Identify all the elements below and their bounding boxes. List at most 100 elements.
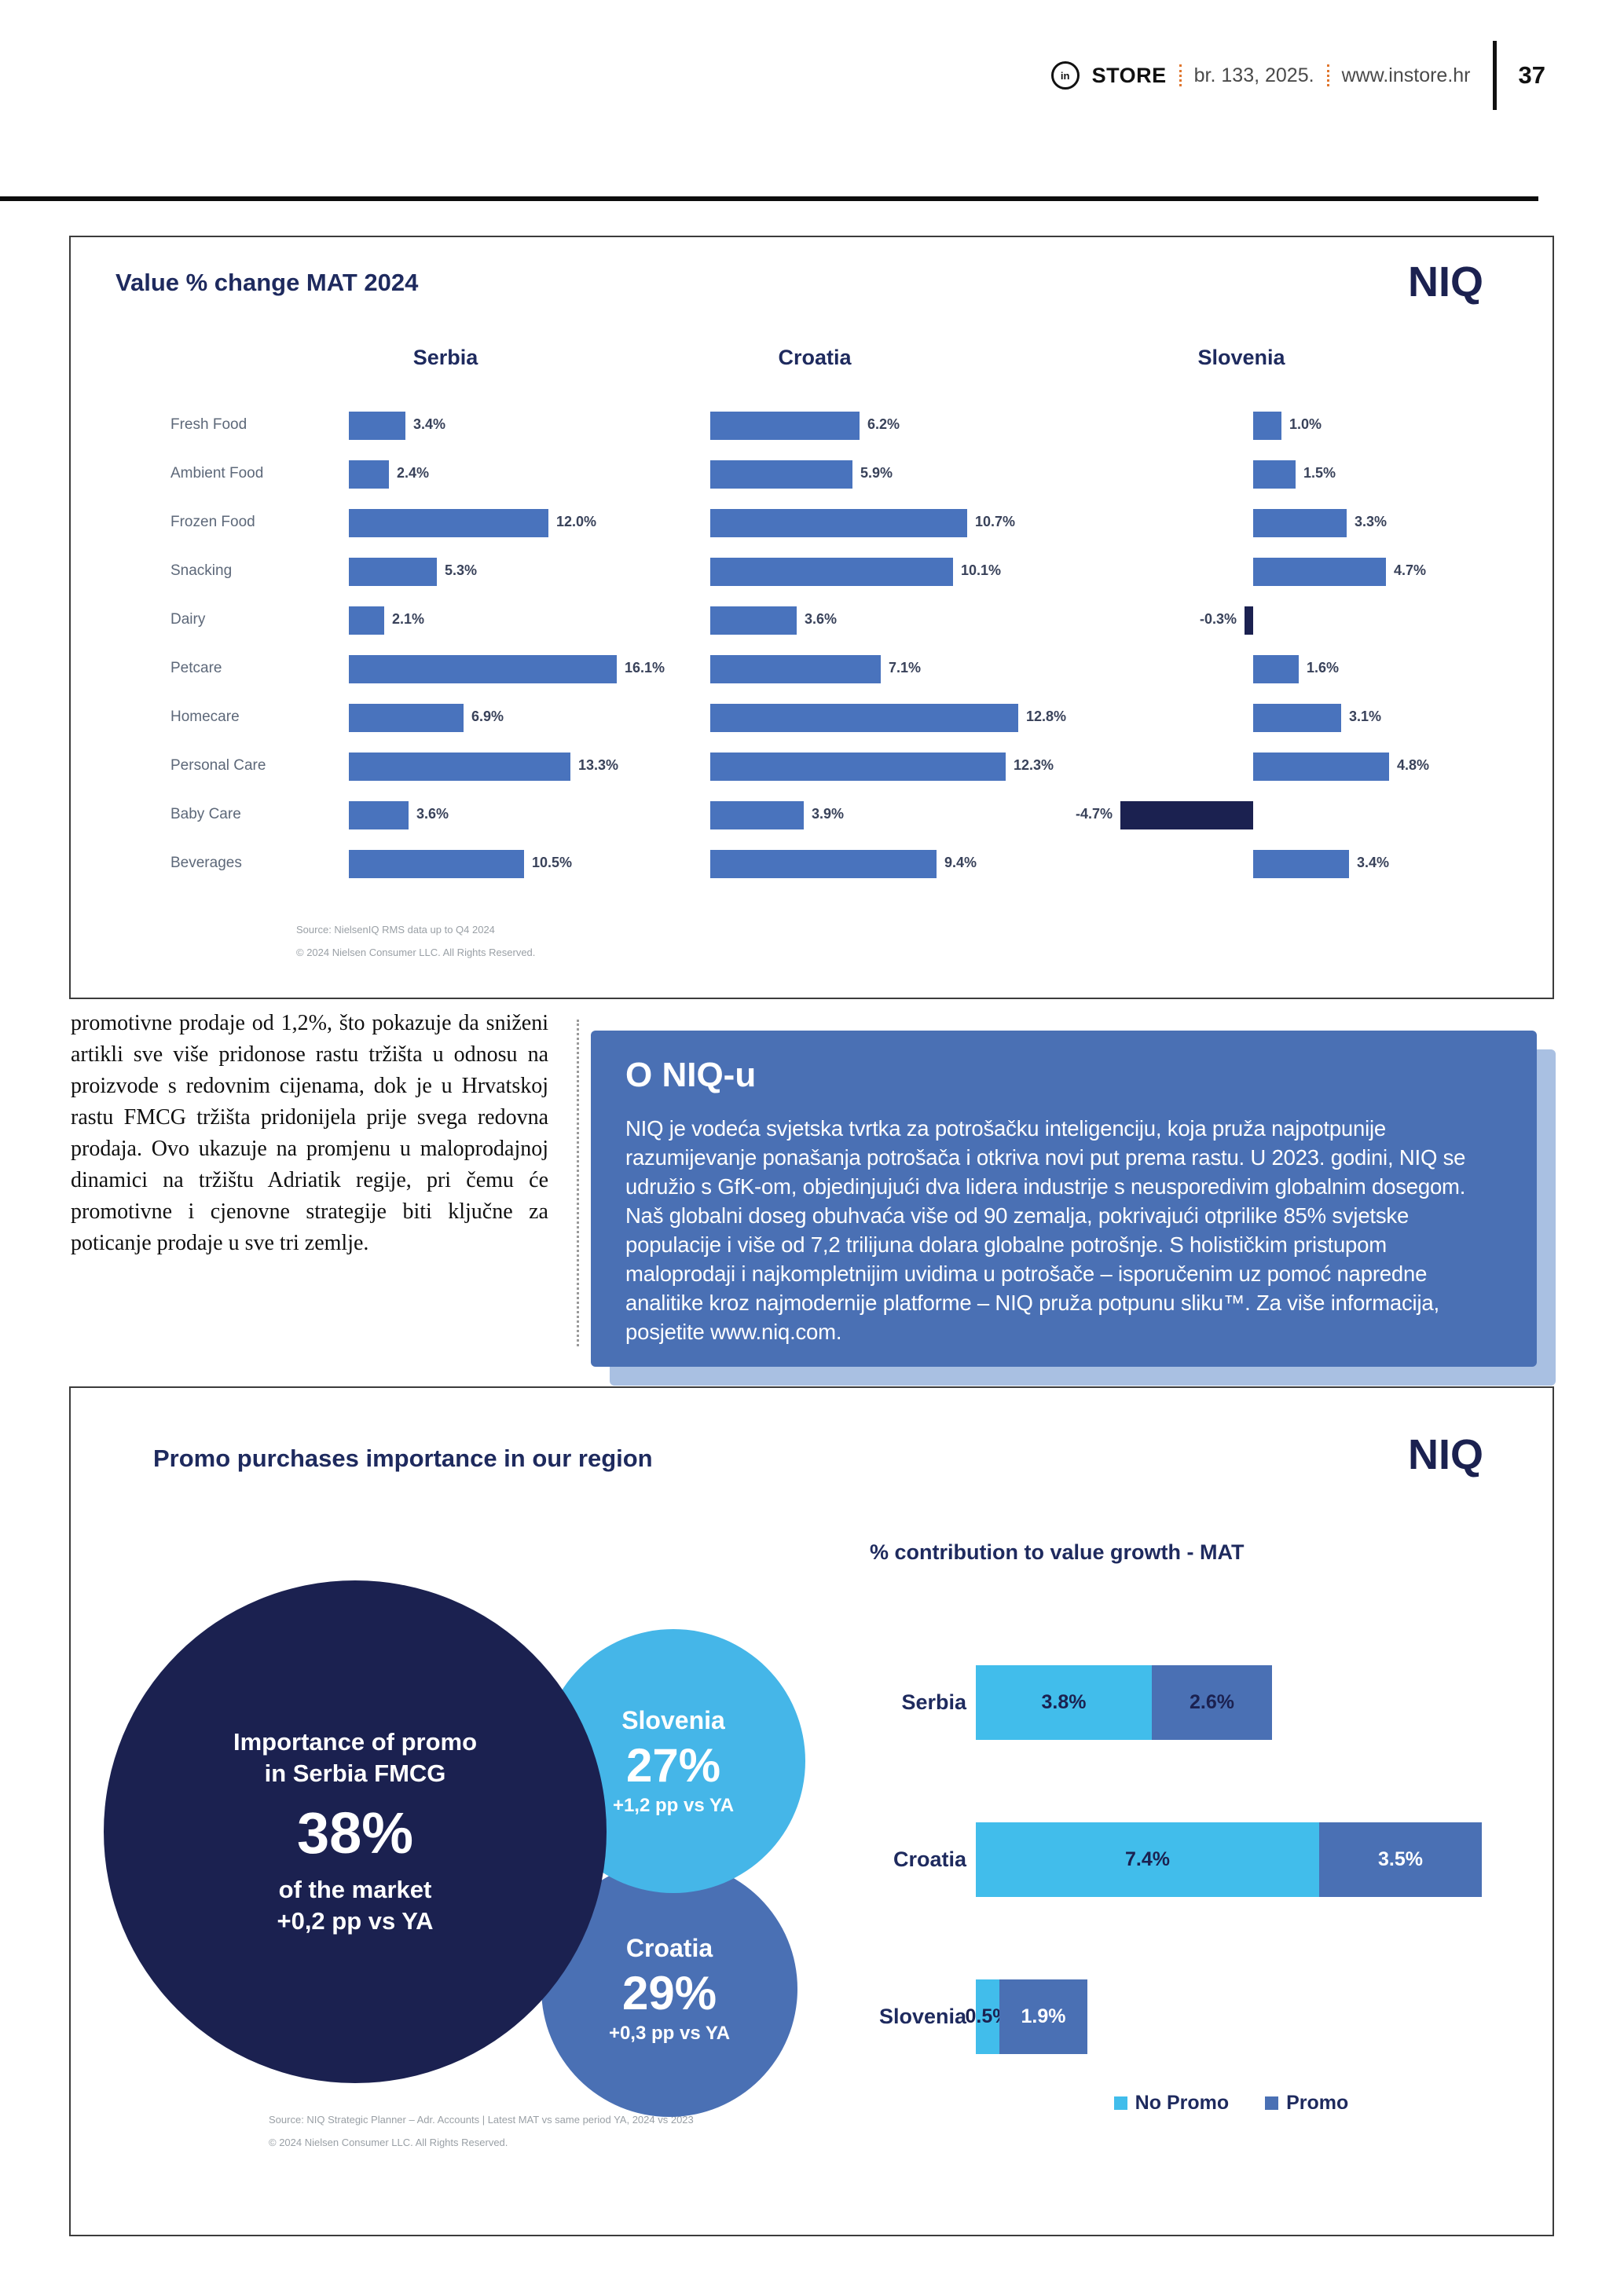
bar-value-label: 10.1% — [961, 562, 1002, 578]
value-bar — [1253, 655, 1299, 683]
source-line: Source: NielsenIQ RMS data up to Q4 2024 — [296, 924, 495, 936]
bar-value-label: 3.3% — [1355, 514, 1388, 529]
bar-value-label: 3.4% — [1357, 855, 1390, 870]
value-bar — [710, 606, 797, 635]
value-bar — [1253, 460, 1296, 489]
value-bar — [1253, 704, 1341, 732]
niq-logo: NIQ — [1407, 258, 1483, 306]
promo-segment — [1319, 1822, 1482, 1897]
value-bar — [1253, 509, 1347, 537]
category-label: Fresh Food — [170, 416, 247, 433]
value-bar — [1120, 801, 1253, 829]
instore-logo-icon: in — [1050, 61, 1080, 90]
stacked-chart-heading: % contribution to value growth - MAT — [870, 1540, 1245, 1564]
bar-value-label: 4.8% — [1397, 757, 1430, 773]
website-url: www.instore.hr — [1341, 64, 1471, 86]
bar-value-label: 2.1% — [392, 611, 425, 627]
bar-value-label: -0.3% — [1199, 611, 1237, 627]
bar-value-label: 9.4% — [944, 855, 977, 870]
header-separator-icon — [1326, 64, 1329, 86]
value-bar — [349, 850, 524, 878]
bar-value-label: 3.6% — [416, 806, 449, 822]
value-bar — [710, 460, 852, 489]
bubble-delta: +0,2 pp vs YA — [277, 1907, 434, 1935]
value-bar — [349, 509, 548, 537]
bubble-country-label: Slovenia — [621, 1705, 725, 1734]
bar-plot-area: Fresh Food 3.4% 6.2% 1.0% Ambient Food 2.4% 5.… — [71, 237, 1553, 998]
bubble-delta: +0,3 pp vs YA — [608, 2022, 731, 2044]
bar-value-label: 6.2% — [867, 416, 900, 432]
no-promo-segment — [976, 1665, 1152, 1740]
bar-value-label: 7.1% — [889, 660, 922, 676]
source-line: Source: NIQ Strategic Planner – Adr. Acc… — [269, 2114, 694, 2126]
bar-value-label: 10.7% — [975, 514, 1016, 529]
bubble-caption: in Serbia FMCG — [264, 1760, 446, 1787]
value-change-chart: Value % change MAT 2024 NIQ Serbia Croat… — [69, 236, 1554, 999]
copyright-line: © 2024 Nielsen Consumer LLC. All Rights … — [296, 946, 536, 958]
niq-logo: NIQ — [1407, 1431, 1483, 1478]
legend-item: Promo — [1265, 2092, 1348, 2115]
promo-swatch-icon — [1265, 2096, 1279, 2110]
source-note: Source: NIQ Strategic Planner – Adr. Acc… — [269, 2109, 694, 2154]
chart-legend: No Promo Promo — [976, 2092, 1487, 2115]
value-bar — [349, 753, 570, 781]
legend-label: No Promo — [1135, 2092, 1230, 2114]
value-bar — [710, 704, 1018, 732]
category-label: Dairy — [170, 611, 206, 628]
about-niq-body: NIQ je vodeća svjetska tvrtka za potroša… — [625, 1116, 1466, 1344]
column-header-croatia: Croatia — [778, 346, 852, 369]
copyright-line: © 2024 Nielsen Consumer LLC. All Rights … — [269, 2136, 508, 2148]
segment-value-label: 3.5% — [1378, 1847, 1423, 1870]
category-label: Personal Care — [170, 757, 266, 774]
bar-value-label: 6.9% — [471, 709, 504, 724]
category-label: Frozen Food — [170, 514, 255, 530]
bar-value-label: 5.3% — [445, 562, 478, 578]
category-label: Beverages — [170, 855, 242, 871]
category-label: Snacking — [170, 562, 233, 579]
value-bar — [710, 850, 937, 878]
page-number-divider — [1492, 41, 1497, 110]
value-bar — [710, 655, 881, 683]
bar-value-label: 1.6% — [1307, 660, 1340, 676]
bar-value-label: 13.3% — [578, 757, 619, 773]
chart-title: Value % change MAT 2024 — [115, 269, 419, 296]
no-promo-segment — [976, 1979, 999, 2054]
about-niq-box: O NIQ-u NIQ je vodeća svjetska tvrtka za… — [591, 1031, 1537, 1367]
chart-title: Promo purchases importance in our region — [153, 1445, 653, 1472]
segment-value-label: 1.9% — [1021, 2005, 1066, 2027]
bubble-caption: of the market — [278, 1876, 432, 1903]
column-header-serbia: Serbia — [412, 346, 478, 369]
value-bar — [349, 704, 464, 732]
legend-label: Promo — [1286, 2092, 1349, 2114]
header-separator-icon — [1179, 64, 1182, 86]
stacked-bar-plot-area: Serbia 3.8% 2.6% Croatia 7.4% 3.5% Slovenia 0.5… — [71, 1388, 1553, 2235]
page-number: 37 — [1518, 61, 1545, 89]
bubble-value: 27% — [625, 1738, 721, 1792]
source-note: Source: NielsenIQ RMS data up to Q4 2024… — [296, 919, 535, 964]
bar-value-label: 12.8% — [1026, 709, 1067, 724]
value-bar — [710, 801, 804, 829]
category-label: Croatia — [893, 1847, 966, 1871]
segment-value-label: 3.8% — [1041, 1690, 1087, 1713]
segment-value-label: 2.6% — [1190, 1690, 1234, 1713]
bar-value-label: 2.4% — [397, 465, 430, 481]
bar-value-label: 3.9% — [812, 806, 845, 822]
bar-value-label: 3.1% — [1349, 709, 1382, 724]
value-bar — [349, 801, 409, 829]
column-divider — [577, 1020, 579, 1346]
promo-segment — [999, 1979, 1087, 2054]
value-bar — [1253, 558, 1386, 586]
bar-value-label: 5.9% — [860, 465, 893, 481]
value-bar — [1253, 753, 1389, 781]
no-promo-segment — [976, 1822, 1319, 1897]
bar-value-label: 12.3% — [1014, 757, 1054, 773]
bar-value-label: 4.7% — [1394, 562, 1427, 578]
value-bar — [349, 606, 384, 635]
magazine-brand: STORE — [1091, 63, 1167, 87]
value-bar — [710, 509, 967, 537]
bar-value-label: -4.7% — [1075, 806, 1113, 822]
category-label: Baby Care — [170, 806, 241, 822]
bar-value-label: 3.4% — [413, 416, 446, 432]
bubble-value: 29% — [621, 1966, 717, 2020]
header-rule — [0, 196, 1538, 201]
